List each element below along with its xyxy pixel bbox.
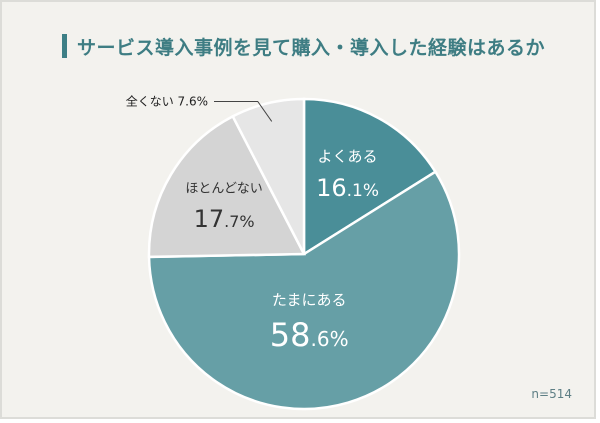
- slice-2-wedge: [147, 170, 461, 411]
- slice-3-category-label: ほとんどない: [185, 181, 262, 196]
- sample-size-label: n=514: [531, 387, 572, 401]
- slice-4-leader-line: [214, 100, 273, 122]
- slice-1-category-label: よくある: [318, 147, 378, 165]
- slice-4-outside-label: 全くない 7.6%: [126, 93, 208, 108]
- chart-title: サービス導入事例を見て購入・導入した経験はあるか: [77, 36, 546, 59]
- slice-3-value-label: 17.7%: [194, 205, 255, 233]
- slice-1-value-label: 16.1%: [316, 174, 379, 202]
- slice-2-value-label: 58.6%: [270, 316, 349, 354]
- slice-3-wedge: [147, 114, 307, 259]
- chart-header: サービス導入事例を見て購入・導入した経験はあるか: [62, 32, 545, 60]
- slice-2-category-label: たまにある: [272, 291, 347, 309]
- title-accent-bar: [62, 34, 67, 58]
- slice-4-wedge: [231, 97, 306, 255]
- slice-1-wedge: [302, 97, 438, 257]
